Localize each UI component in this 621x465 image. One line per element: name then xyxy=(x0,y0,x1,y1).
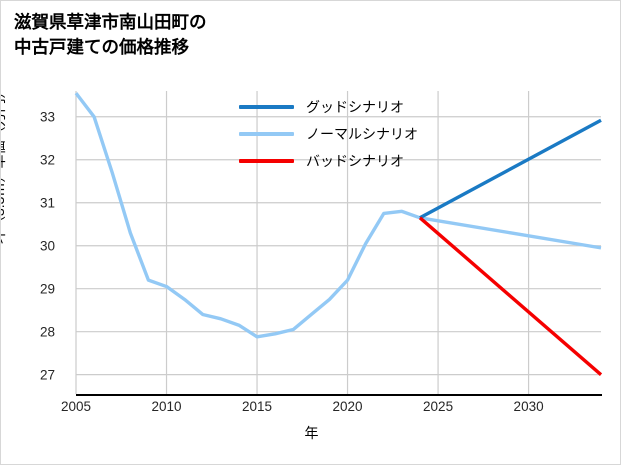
legend-color-swatch xyxy=(239,131,294,136)
legend-label: グッドシナリオ xyxy=(306,98,404,115)
x-tick-label: 2015 xyxy=(242,399,273,414)
legend-label: バッドシナリオ xyxy=(306,152,404,169)
x-tick-label: 2025 xyxy=(423,399,454,414)
y-tick-label: 32 xyxy=(39,152,55,168)
y-tick-label: 29 xyxy=(39,281,55,297)
x-axis-spine xyxy=(76,393,602,396)
x-tick-label: 2010 xyxy=(151,399,182,414)
x-tick-label: 2020 xyxy=(332,399,363,414)
series-line xyxy=(419,118,602,220)
x-axis-label: 年 xyxy=(304,425,319,441)
x-tick-label: 2005 xyxy=(60,399,92,414)
legend-item[interactable]: ノーマルシナリオ xyxy=(239,120,489,147)
y-tick-label: 27 xyxy=(39,367,55,383)
gridlines xyxy=(75,91,601,394)
y-tick-label: 33 xyxy=(39,109,55,125)
legend-item[interactable]: バッドシナリオ xyxy=(239,147,489,174)
data-series-layer xyxy=(74,92,603,376)
chart-legend: グッドシナリオ ノーマルシナリオ バッドシナリオ xyxy=(239,93,489,174)
series-line xyxy=(418,216,603,376)
legend-color-swatch xyxy=(239,104,294,109)
plot-background xyxy=(76,91,601,394)
chart-title: 滋賀県草津市南山田町の 中古戸建ての価格推移 xyxy=(14,12,207,57)
y-axis-label: 坪（3.3㎡）単価（万円） xyxy=(0,84,7,244)
y-tick-label: 31 xyxy=(39,195,55,211)
y-tick-label: 30 xyxy=(39,238,55,254)
legend-item[interactable]: グッドシナリオ xyxy=(239,93,489,120)
y-tick-label: 28 xyxy=(39,324,55,340)
legend-label: ノーマルシナリオ xyxy=(306,125,418,142)
x-tick-label: 2030 xyxy=(513,399,544,414)
legend-color-swatch xyxy=(239,158,294,163)
series-line xyxy=(74,92,602,339)
plot-area xyxy=(74,91,603,394)
